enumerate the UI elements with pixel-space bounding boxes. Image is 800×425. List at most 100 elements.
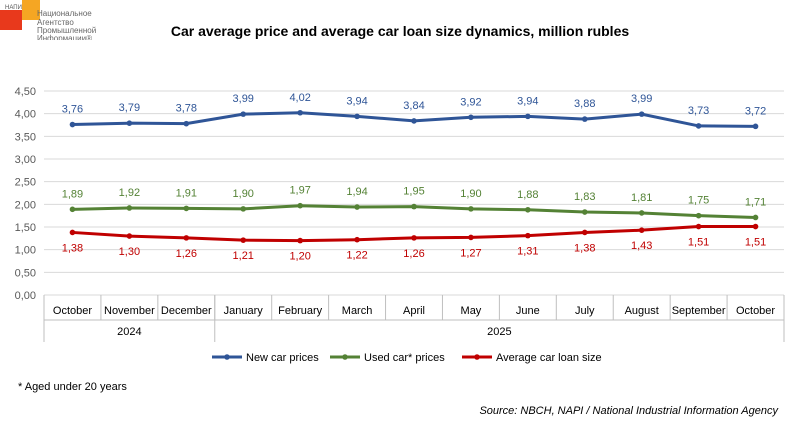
- svg-text:Промышленной: Промышленной: [37, 26, 96, 35]
- y-tick-label: 2,00: [15, 199, 36, 211]
- data-point: [297, 109, 303, 116]
- source-note: Source: NBCH, NAPI / National Industrial…: [479, 405, 778, 417]
- data-point: [240, 237, 247, 243]
- data-point: [126, 233, 133, 239]
- x-tick-label: June: [516, 305, 540, 317]
- data-label: 1,90: [460, 188, 481, 200]
- y-tick-label: 2,50: [15, 177, 36, 189]
- data-point: [752, 123, 759, 130]
- data-label: 3,76: [62, 104, 83, 116]
- data-label: 1,27: [460, 247, 481, 259]
- data-label: 1,88: [517, 189, 538, 201]
- data-label: 3,78: [176, 103, 197, 115]
- data-label: 1,26: [176, 248, 197, 260]
- data-point: [468, 114, 474, 121]
- data-point: [468, 234, 474, 241]
- napi-logo: НАПИ Национальное Агентство Промышленной…: [0, 0, 120, 43]
- svg-text:НАПИ: НАПИ: [5, 5, 22, 11]
- x-tick-label: November: [104, 305, 155, 317]
- data-point: [240, 111, 247, 117]
- data-label: 1,21: [233, 250, 254, 262]
- svg-text:Информации®: Информации®: [37, 34, 92, 40]
- x-tick-label: September: [672, 305, 726, 317]
- x-tick-label: January: [224, 305, 264, 317]
- data-point: [297, 237, 303, 244]
- data-label: 3,88: [574, 98, 595, 110]
- data-label: 3,72: [745, 105, 766, 117]
- svg-text:Агентство: Агентство: [37, 18, 74, 27]
- data-label: 1,51: [745, 237, 766, 249]
- data-label: 3,94: [346, 95, 367, 107]
- data-point: [69, 121, 76, 128]
- data-label: 1,38: [574, 242, 595, 254]
- data-point: [354, 113, 360, 120]
- data-label: 1,43: [631, 240, 652, 252]
- data-label: 1,31: [517, 246, 538, 258]
- year-label: 2024: [117, 326, 141, 338]
- data-label: 1,91: [176, 187, 197, 199]
- data-label: 1,90: [233, 188, 254, 200]
- x-tick-label: March: [342, 305, 373, 317]
- legend-marker: [224, 354, 230, 360]
- data-label: 1,30: [119, 246, 140, 258]
- data-label: 1,51: [688, 237, 709, 249]
- data-label: 1,92: [119, 187, 140, 199]
- data-point: [411, 118, 417, 124]
- y-tick-label: 0,50: [15, 267, 36, 279]
- data-label: 3,84: [403, 100, 424, 112]
- footnote: * Aged under 20 years: [18, 381, 127, 393]
- data-point: [183, 205, 190, 212]
- x-tick-label: December: [161, 305, 212, 317]
- y-tick-label: 4,50: [15, 86, 36, 98]
- data-point: [581, 116, 588, 122]
- data-point: [752, 214, 759, 221]
- data-point: [126, 120, 133, 126]
- data-label: 1,89: [62, 188, 83, 200]
- x-tick-label: February: [278, 305, 323, 317]
- data-point: [638, 227, 645, 233]
- data-point: [126, 205, 133, 211]
- data-label: 1,83: [574, 191, 595, 203]
- data-point: [525, 113, 531, 120]
- year-label: 2025: [487, 326, 511, 338]
- y-tick-label: 1,00: [15, 245, 36, 257]
- data-label: 1,94: [346, 186, 367, 198]
- y-tick-label: 1,50: [15, 222, 36, 234]
- data-label: 3,99: [233, 93, 254, 105]
- data-point: [581, 209, 588, 215]
- data-point: [297, 202, 303, 209]
- data-label: 3,73: [688, 105, 709, 117]
- data-point: [354, 236, 360, 243]
- data-label: 1,71: [745, 196, 766, 208]
- data-point: [638, 111, 645, 117]
- data-point: [183, 120, 190, 127]
- svg-text:Национальное: Национальное: [37, 9, 92, 18]
- data-point: [695, 212, 702, 219]
- data-label: 1,95: [403, 186, 424, 198]
- legend-marker: [474, 354, 480, 360]
- data-label: 3,79: [119, 102, 140, 114]
- data-point: [411, 235, 417, 241]
- data-label: 1,97: [289, 185, 310, 197]
- x-tick-label: August: [625, 305, 659, 317]
- legend-label: Average car loan size: [496, 352, 602, 364]
- data-point: [695, 123, 702, 129]
- legend-label: New car prices: [246, 352, 319, 364]
- x-tick-label: October: [53, 305, 92, 317]
- y-tick-label: 0,00: [15, 290, 36, 302]
- data-point: [240, 206, 247, 212]
- data-point: [468, 206, 474, 212]
- data-point: [183, 235, 190, 241]
- x-tick-label: May: [461, 305, 482, 317]
- x-tick-label: April: [403, 305, 425, 317]
- y-tick-label: 4,00: [15, 109, 36, 121]
- data-label: 3,94: [517, 95, 538, 107]
- data-label: 3,92: [460, 96, 481, 108]
- data-label: 1,22: [346, 250, 367, 262]
- data-label: 1,20: [289, 251, 310, 263]
- data-point: [525, 232, 531, 239]
- data-point: [695, 223, 702, 230]
- y-tick-label: 3,00: [15, 154, 36, 166]
- x-tick-label: October: [736, 305, 775, 317]
